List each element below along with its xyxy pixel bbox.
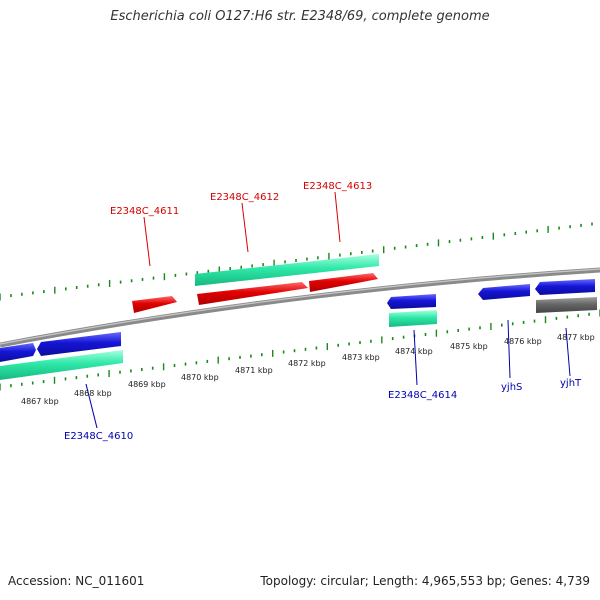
axis-label-4871: 4871 kbp (235, 366, 273, 375)
axis-label-4868: 4868 kbp (74, 389, 112, 398)
axis-label-4874: 4874 kbp (395, 347, 433, 356)
label-E2348C_4614: E2348C_4614 (388, 390, 457, 401)
label-E2348C_4613: E2348C_4613 (303, 181, 372, 192)
cds-feature-reverse-a[interactable] (0, 350, 123, 380)
leader-4613 (334, 191, 341, 243)
genome-title: Escherichia coli O127:H6 str. E2348/69, … (110, 9, 490, 24)
gene-E2348C_4610[interactable] (37, 332, 121, 356)
leader-4611 (143, 216, 151, 267)
axis-label-4873: 4873 kbp (342, 353, 380, 362)
label-E2348C_4612: E2348C_4612 (210, 192, 279, 203)
label-yjhS: yjhS (501, 382, 522, 393)
genome-backbone (0, 267, 600, 348)
forward-tick-track (0, 222, 593, 301)
leader-4610 (85, 383, 98, 429)
axis-label-4867: 4867 kbp (21, 397, 59, 406)
label-E2348C_4610: E2348C_4610 (64, 431, 133, 442)
axis-label-4877: 4877 kbp (557, 333, 595, 342)
gene-E2348C_4611[interactable] (132, 296, 177, 313)
gene-E2348C_4612[interactable] (197, 282, 308, 305)
leader-yjhS (507, 319, 511, 379)
gene-yjhT[interactable] (535, 279, 595, 295)
label-E2348C_4611: E2348C_4611 (110, 206, 179, 217)
accession-text: Accession: NC_011601 (8, 574, 145, 588)
axis-label-4870: 4870 kbp (181, 373, 219, 382)
label-leaders (85, 191, 571, 429)
axis-label-4876: 4876 kbp (504, 337, 542, 346)
genome-backbone-highlight (0, 268, 600, 345)
leader-yjhT (565, 327, 571, 377)
axis-label-4869: 4869 kbp (128, 380, 166, 389)
cds-feature-forward[interactable] (195, 254, 379, 286)
axis-label-4875: 4875 kbp (450, 342, 488, 351)
label-yjhT: yjhT (560, 378, 582, 389)
gene-yjhS[interactable] (478, 284, 530, 300)
axis-label-4872: 4872 kbp (288, 359, 326, 368)
leader-4612 (241, 202, 249, 253)
genome-summary-text: Topology: circular; Length: 4,965,553 bp… (260, 574, 590, 588)
gene-E2348C_4610-part-a[interactable] (0, 343, 36, 362)
pseudogene-feature[interactable] (536, 297, 597, 313)
gene-E2348C_4613[interactable] (309, 273, 378, 292)
cds-feature-reverse-b[interactable] (389, 310, 437, 327)
gene-E2348C_4614[interactable] (387, 294, 436, 309)
reverse-tick-track (0, 309, 600, 391)
leader-4614 (413, 329, 418, 386)
